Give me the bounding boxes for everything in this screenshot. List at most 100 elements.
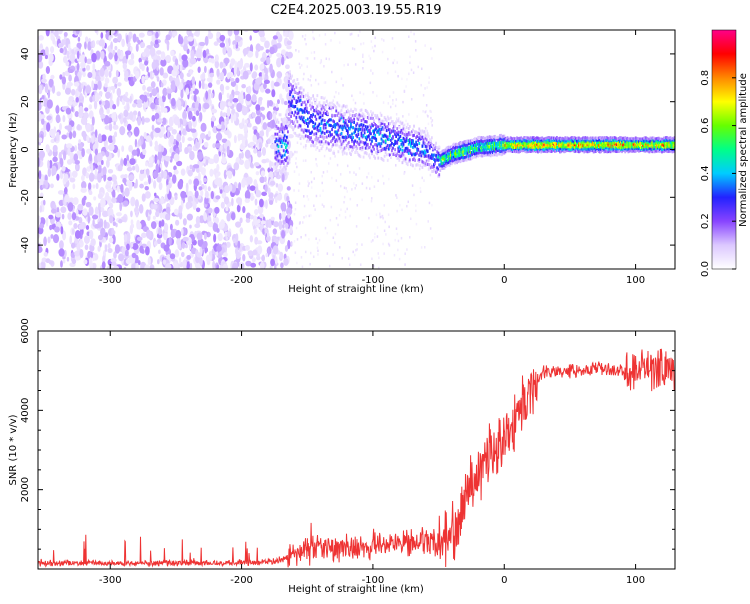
spectrogram-noise-cell bbox=[114, 45, 118, 51]
spectrogram-noise-cell bbox=[269, 112, 273, 120]
spectrogram-noise-cell bbox=[173, 116, 180, 126]
spectrogram-noise-cell bbox=[218, 92, 223, 102]
spectrogram-signal-cell bbox=[298, 133, 301, 137]
spectrogram-signal-cell bbox=[368, 156, 371, 160]
spectrogram-sparse-cell bbox=[301, 35, 304, 38]
spectrogram-sparse-cell bbox=[393, 59, 396, 62]
spectrogram-sparse-cell bbox=[372, 91, 374, 94]
spectrogram-noise-cell bbox=[239, 227, 244, 235]
spectrogram-noise-cell bbox=[78, 139, 82, 144]
spectrogram-sparse-cell bbox=[307, 78, 310, 81]
spectrogram-sparse-cell bbox=[306, 102, 308, 106]
spectrogram-signal-cell bbox=[283, 153, 286, 157]
spectrogram-noise-cell bbox=[60, 226, 64, 235]
spectrogram-noise-cell bbox=[239, 159, 245, 166]
spectrogram-noise-cell bbox=[270, 216, 275, 221]
spectrogram-sparse-cell bbox=[311, 133, 314, 136]
spectrogram-sparse-cell bbox=[382, 242, 384, 246]
spectrogram-noise-cell bbox=[187, 169, 193, 177]
spectrogram-noise-cell bbox=[102, 166, 107, 175]
spectrogram-noise-cell bbox=[44, 54, 48, 60]
spectrogram-sparse-cell bbox=[349, 171, 351, 174]
spectrogram-sparse-cell bbox=[408, 72, 410, 76]
spectrogram-noise-cell bbox=[199, 111, 203, 122]
spectrogram-noise-cell bbox=[141, 232, 147, 239]
spectrogram-noise-cell bbox=[125, 51, 129, 60]
spectrogram-noise-cell bbox=[205, 158, 209, 166]
spectrogram-signal-cell bbox=[280, 144, 283, 148]
spectrogram-signal-cell bbox=[302, 88, 305, 92]
spectrogram-noise-cell bbox=[203, 141, 209, 148]
spectrogram-noise-cell bbox=[67, 69, 74, 74]
spectrogram-signal-cell bbox=[340, 108, 343, 112]
spectrogram-signal-cell bbox=[389, 116, 392, 120]
spectrogram-noise-cell bbox=[219, 189, 223, 194]
spectrogram-noise-cell bbox=[144, 117, 151, 123]
spectrogram-sparse-cell bbox=[378, 256, 380, 260]
spectrogram-sparse-cell bbox=[310, 186, 313, 189]
spectrogram-noise-cell bbox=[158, 249, 161, 254]
spectrogram-noise-cell bbox=[187, 36, 194, 42]
spectrogram-sparse-cell bbox=[353, 47, 356, 51]
spectrogram-sparse-cell bbox=[333, 95, 336, 99]
spectrogram-signal-cell bbox=[418, 132, 421, 136]
spectrogram-signal-cell bbox=[438, 173, 441, 177]
spectrogram-signal-cell bbox=[313, 109, 316, 113]
spectrogram-signal-cell bbox=[418, 158, 421, 162]
spectrogram-sparse-cell bbox=[367, 172, 370, 175]
spectrogram-noise-cell bbox=[149, 140, 153, 147]
spectrogram-signal-cell bbox=[343, 112, 346, 116]
spectrogram-signal-cell bbox=[382, 127, 385, 131]
spectrogram-signal-cell bbox=[416, 135, 419, 139]
spectrogram-sparse-cell bbox=[296, 165, 298, 169]
spectrogram-signal-cell bbox=[323, 119, 326, 123]
spectrogram-noise-cell bbox=[89, 229, 94, 240]
spectrogram-noise-cell bbox=[226, 145, 230, 156]
spectrogram-sparse-cell bbox=[302, 77, 305, 81]
spectrogram-signal-cell bbox=[324, 126, 327, 130]
spectrogram-noise-cell bbox=[264, 40, 270, 49]
spectrogram-signal-cell bbox=[291, 111, 294, 115]
spectrogram-noise-cell bbox=[244, 198, 250, 204]
spectrogram-noise-cell bbox=[244, 244, 250, 251]
spectrogram-noise-cell bbox=[87, 72, 93, 79]
spectrogram-noise-cell bbox=[200, 132, 206, 140]
spectrogram-sparse-cell bbox=[377, 179, 379, 183]
spectrogram-noise-cell bbox=[196, 252, 202, 258]
spectrogram-noise-cell bbox=[197, 151, 204, 161]
spectrogram-noise-cell bbox=[146, 229, 152, 239]
spectrogram-noise-cell bbox=[129, 181, 133, 188]
spectrogram-noise-cell bbox=[116, 48, 121, 57]
spectrogram-sparse-cell bbox=[406, 204, 408, 208]
spectrogram-noise-cell bbox=[226, 213, 231, 222]
spectrogram-noise-cell bbox=[59, 123, 62, 131]
spectrogram-signal-cell bbox=[402, 142, 405, 146]
spectrogram-noise-cell bbox=[143, 181, 149, 186]
spectrogram-noise-cell bbox=[150, 81, 156, 89]
spectrogram-noise-cell bbox=[118, 218, 123, 224]
spectrogram-sparse-cell bbox=[383, 204, 386, 207]
spectrogram-noise-cell bbox=[198, 80, 202, 89]
spectrogram-noise-cell bbox=[151, 88, 158, 97]
spectrogram-noise-cell bbox=[50, 32, 54, 41]
spectrogram-noise-cell bbox=[141, 193, 146, 202]
spectrogram-sparse-cell bbox=[366, 175, 368, 179]
spectrogram-sparse-cell bbox=[302, 145, 305, 149]
spectrogram-noise-cell bbox=[117, 82, 122, 87]
spectrogram-signal-cell bbox=[408, 158, 411, 162]
spectrogram-noise-cell bbox=[152, 215, 156, 220]
spectrogram-signal-cell bbox=[353, 120, 356, 124]
spectrogram-sparse-cell bbox=[414, 40, 417, 43]
spectrogram-sparse-cell bbox=[376, 226, 379, 229]
spectrogram-noise-cell bbox=[77, 36, 81, 42]
spectrogram-sparse-cell bbox=[356, 248, 358, 251]
spectrogram-signal-cell bbox=[424, 151, 427, 155]
spectrogram-signal-cell bbox=[275, 150, 278, 154]
spectrogram-noise-cell bbox=[165, 206, 171, 214]
spectrogram-signal-cell bbox=[304, 93, 307, 97]
spectrogram-noise-cell bbox=[126, 103, 130, 112]
spectrogram-noise-cell bbox=[180, 124, 184, 132]
spectrogram-noise-cell bbox=[84, 41, 87, 50]
spectrogram-sparse-cell bbox=[307, 198, 310, 201]
spectrogram-noise-cell bbox=[83, 235, 90, 244]
